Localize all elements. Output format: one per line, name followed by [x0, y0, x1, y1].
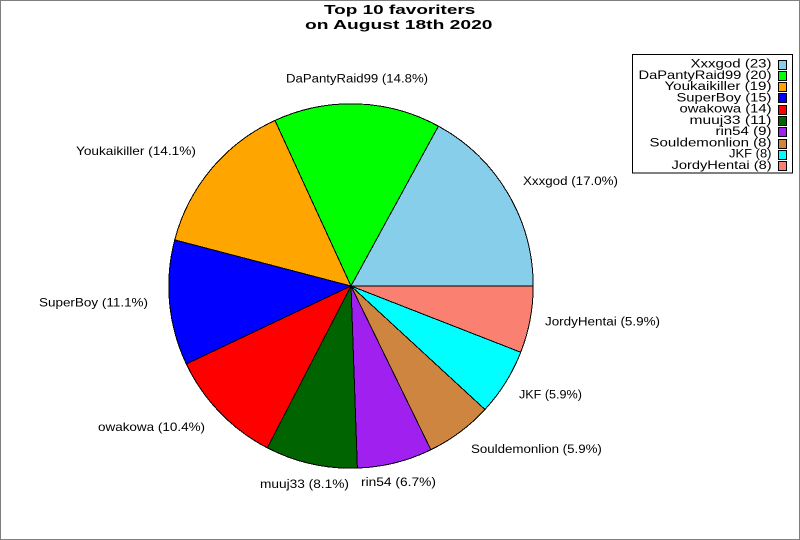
svg-text:rin54 (6.7%): rin54 (6.7%): [361, 475, 436, 489]
svg-text:Souldemonlion (8): Souldemonlion (8): [649, 136, 771, 149]
svg-text:Souldemonlion (5.9%): Souldemonlion (5.9%): [471, 443, 602, 456]
svg-text:DaPantyRaid99 (14.8%): DaPantyRaid99 (14.8%): [286, 72, 428, 85]
svg-text:SuperBoy (15): SuperBoy (15): [676, 91, 771, 104]
svg-text:Youkaikiller (14.1%): Youkaikiller (14.1%): [76, 145, 196, 158]
svg-text:Top 10 favoriters: Top 10 favoriters: [324, 3, 475, 18]
svg-text:owakowa (10.4%): owakowa (10.4%): [98, 421, 205, 434]
svg-text:JordyHentai (8): JordyHentai (8): [672, 158, 772, 171]
svg-text:Xxxgod (23): Xxxgod (23): [691, 57, 772, 70]
svg-text:JKF (8): JKF (8): [729, 147, 772, 160]
svg-text:owakowa (14): owakowa (14): [679, 102, 771, 115]
svg-text:muuj33 (8.1%): muuj33 (8.1%): [260, 477, 349, 491]
svg-text:JKF (5.9%): JKF (5.9%): [519, 388, 582, 401]
svg-text:muuj33 (11): muuj33 (11): [689, 114, 771, 127]
svg-text:JordyHentai (5.9%): JordyHentai (5.9%): [545, 315, 660, 328]
svg-text:Youkaikiller (19): Youkaikiller (19): [664, 80, 771, 93]
svg-text:rin54 (9): rin54 (9): [715, 125, 771, 138]
svg-text:on August 18th 2020: on August 18th 2020: [305, 18, 492, 32]
svg-text:DaPantyRaid99 (20): DaPantyRaid99 (20): [638, 68, 771, 81]
svg-text:SuperBoy (11.1%): SuperBoy (11.1%): [39, 297, 148, 310]
svg-text:Xxxgod (17.0%): Xxxgod (17.0%): [523, 175, 618, 188]
